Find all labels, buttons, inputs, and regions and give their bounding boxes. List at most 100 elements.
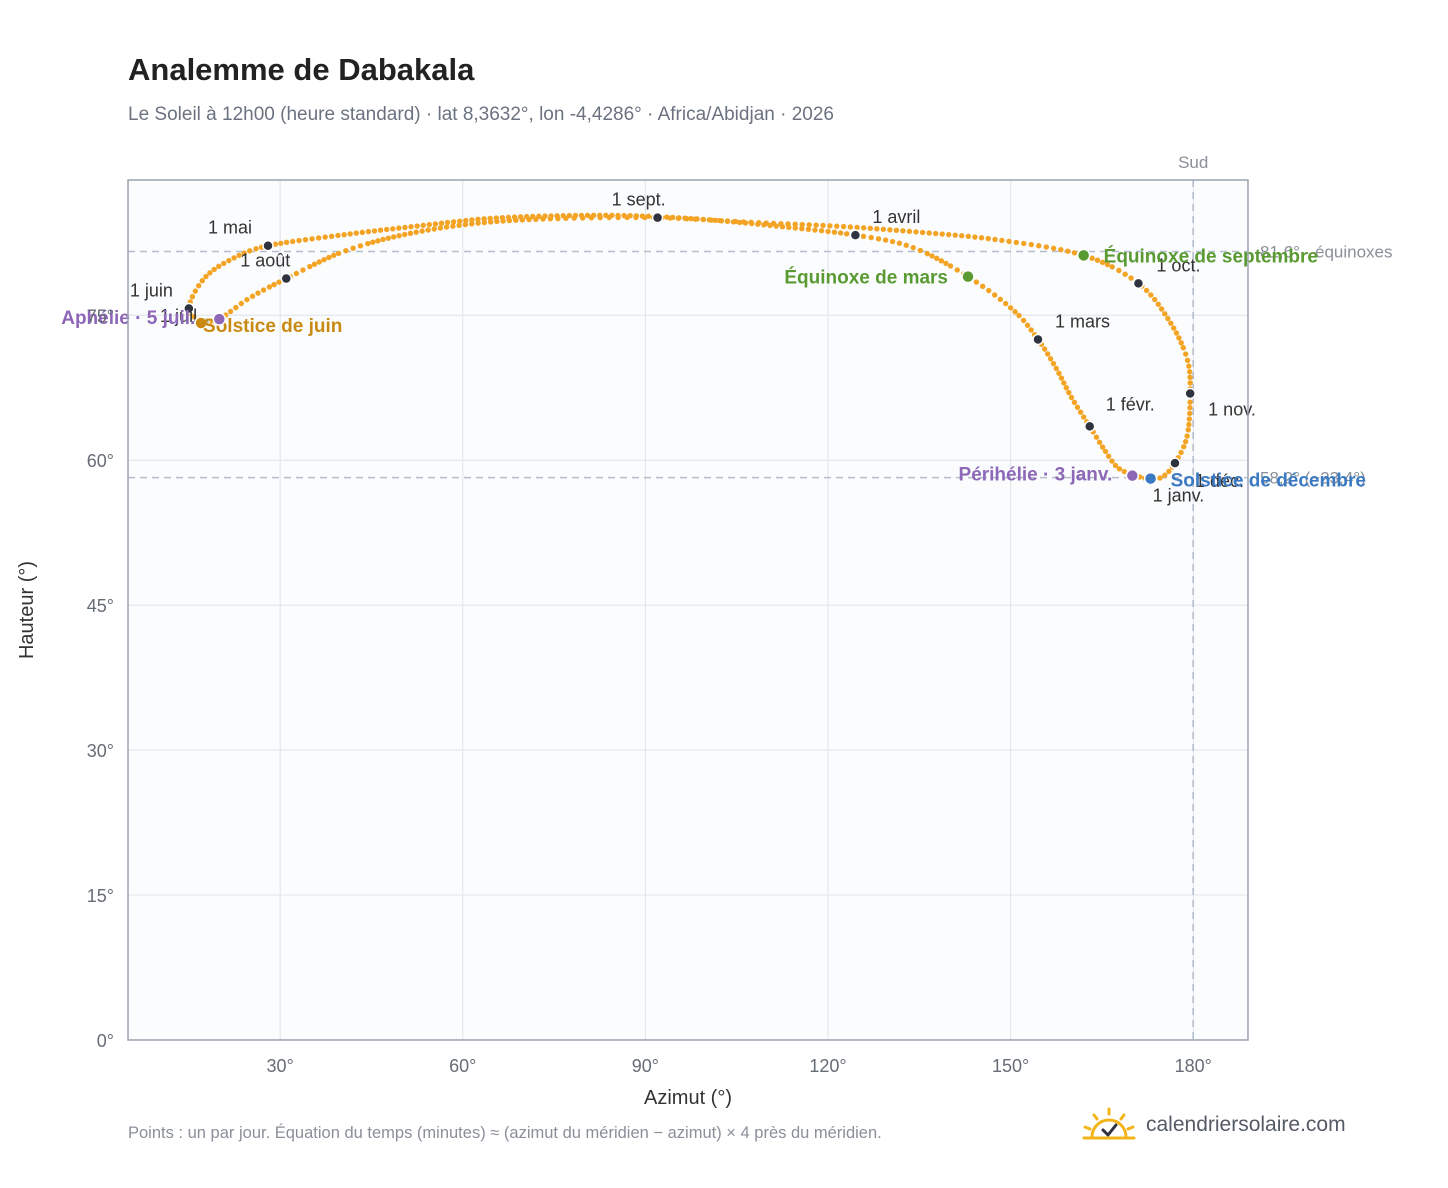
- daily-sun-position: [226, 257, 232, 264]
- daily-sun-position: [1121, 468, 1128, 475]
- daily-sun-position: [943, 260, 949, 267]
- daily-sun-position: [296, 237, 302, 244]
- event-label: Solstice de décembre: [1171, 471, 1366, 492]
- daily-sun-position: [1050, 245, 1057, 252]
- daily-sun-position: [932, 230, 939, 237]
- daily-sun-position: [266, 284, 273, 290]
- event-label: Équinoxe de mars: [784, 267, 948, 289]
- daily-sun-position: [1066, 389, 1072, 396]
- daily-sun-position: [322, 234, 328, 240]
- daily-sun-position: [302, 236, 309, 243]
- daily-sun-position: [547, 216, 554, 222]
- brand-name: calendriersolaire.com: [1146, 1113, 1346, 1136]
- daily-sun-position: [1050, 360, 1057, 367]
- daily-sun-position: [844, 231, 850, 237]
- daily-sun-position: [189, 293, 196, 300]
- event-label: Équinoxe de septembre: [1104, 245, 1318, 267]
- daily-sun-position: [196, 282, 202, 289]
- daily-sun-position: [462, 221, 469, 228]
- daily-sun-position: [924, 250, 931, 257]
- daily-sun-position: [708, 217, 715, 223]
- x-tick-label: 180°: [1175, 1056, 1212, 1076]
- daily-sun-position: [426, 221, 433, 228]
- daily-sun-position: [1021, 240, 1027, 247]
- y-tick-label: 60°: [87, 451, 114, 471]
- daily-sun-position: [880, 226, 887, 232]
- daily-sun-position: [1186, 363, 1192, 369]
- y-tick-label: 30°: [87, 741, 114, 761]
- daily-sun-position: [335, 250, 342, 257]
- event-label: Solstice de juin: [203, 316, 342, 337]
- daily-sun-position: [260, 287, 267, 293]
- daily-sun-position: [992, 236, 998, 243]
- daily-sun-position: [1102, 448, 1109, 455]
- daily-sun-position: [1116, 267, 1122, 274]
- daily-sun-position: [1047, 356, 1054, 362]
- daily-sun-position: [555, 215, 561, 222]
- daily-sun-position: [1096, 439, 1103, 445]
- daily-sun-position: [820, 222, 826, 229]
- daily-sun-position: [748, 219, 754, 226]
- brand-logo[interactable]: calendriersolaire.com: [1082, 1103, 1346, 1147]
- daily-sun-position: [347, 231, 353, 237]
- month-marker-label: 1 janv.: [1153, 486, 1205, 506]
- daily-sun-position: [1186, 421, 1192, 428]
- month-marker: [1132, 277, 1145, 290]
- daily-sun-position: [770, 220, 777, 227]
- daily-sun-position: [221, 260, 227, 267]
- daily-sun-position: [1181, 444, 1187, 450]
- y-tick-label: 75°: [87, 306, 114, 326]
- daily-sun-position: [818, 228, 825, 234]
- event-marker: [961, 269, 975, 284]
- daily-sun-position: [724, 218, 731, 224]
- daily-sun-position: [1184, 433, 1190, 439]
- daily-sun-position: [1099, 444, 1106, 450]
- x-tick-label: 150°: [992, 1056, 1029, 1076]
- daily-sun-position: [896, 240, 903, 246]
- daily-sun-position: [588, 215, 595, 221]
- daily-sun-position: [293, 270, 300, 277]
- daily-sun-position: [283, 239, 290, 246]
- daily-sun-position: [300, 267, 306, 273]
- daily-sun-position: [1187, 410, 1193, 417]
- daily-sun-position: [1089, 255, 1095, 261]
- daily-sun-position: [1187, 374, 1193, 381]
- event-marker: [1143, 471, 1158, 486]
- daily-sun-position: [475, 216, 481, 223]
- daily-sun-position: [1002, 300, 1009, 307]
- daily-sun-position: [1187, 380, 1193, 386]
- daily-sun-position: [986, 287, 992, 294]
- daily-sun-position: [1186, 416, 1193, 422]
- daily-sun-position: [1020, 317, 1027, 324]
- daily-sun-position: [244, 296, 250, 303]
- daily-sun-position: [407, 230, 414, 237]
- daily-sun-position: [1068, 394, 1075, 401]
- daily-sun-position: [1176, 335, 1182, 341]
- month-marker: [262, 239, 274, 252]
- daily-sun-position: [456, 222, 462, 229]
- daily-sun-position: [227, 308, 234, 315]
- month-marker: [1169, 457, 1181, 469]
- daily-sun-position: [756, 219, 762, 226]
- daily-sun-position: [357, 243, 364, 249]
- daily-sun-position: [377, 227, 384, 233]
- daily-sun-position: [383, 226, 390, 233]
- daily-sun-position: [952, 232, 958, 238]
- month-marker: [849, 229, 862, 241]
- daily-sun-position: [825, 228, 831, 235]
- daily-sun-position: [343, 247, 349, 254]
- daily-sun-position: [450, 219, 457, 225]
- daily-sun-position: [1105, 453, 1112, 459]
- reference-line-label: 58,2° (−23,4°): [1260, 469, 1366, 488]
- daily-sun-position: [1155, 301, 1161, 307]
- month-marker-label: 1 oct.: [1156, 255, 1200, 275]
- daily-sun-position: [1094, 257, 1101, 263]
- daily-sun-position: [1006, 238, 1012, 245]
- daily-sun-position: [353, 230, 359, 236]
- daily-sun-position: [1116, 466, 1123, 472]
- month-marker: [1032, 333, 1044, 346]
- daily-sun-position: [840, 223, 847, 230]
- daily-sun-position: [1166, 468, 1172, 475]
- daily-sun-position: [241, 250, 247, 256]
- daily-sun-position: [271, 281, 277, 288]
